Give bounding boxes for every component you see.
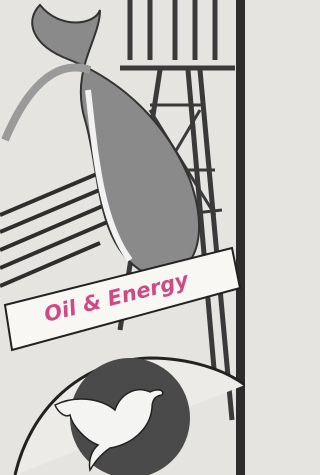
page: Oil & Energy (() => { const data = JSON.… (0, 0, 245, 475)
scan-edge (236, 0, 245, 475)
illustration: Oil & Energy (0, 0, 245, 475)
